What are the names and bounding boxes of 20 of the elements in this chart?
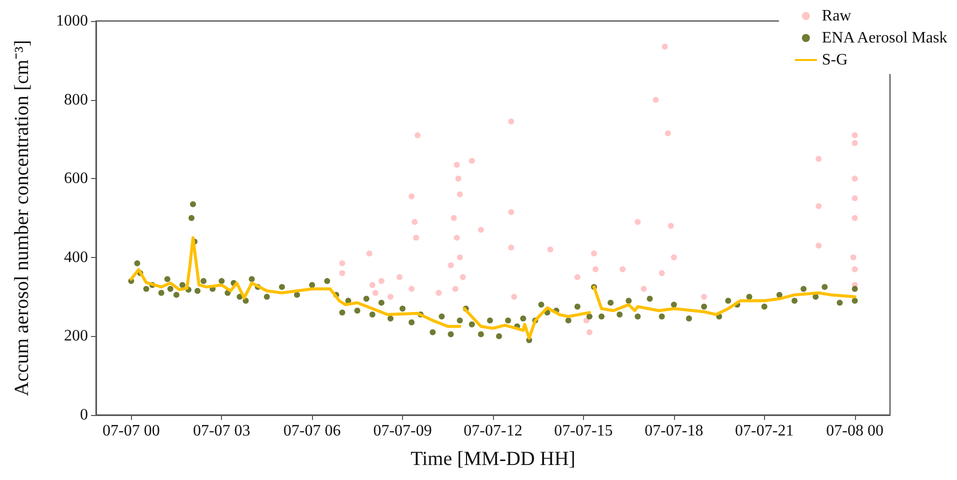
y-axis-title: Accum aerosol number concentration [cm⁻³]: [11, 40, 33, 396]
legend-label: S-G: [822, 52, 848, 68]
y-tick-label: 400: [64, 248, 88, 266]
y-tick-label: 600: [64, 170, 88, 188]
legend-label: ENA Aerosol Mask: [822, 30, 948, 46]
x-tick-label: 07-08 00: [826, 422, 884, 440]
legend-label: Raw: [822, 8, 852, 24]
x-tick-label: 07-07-18: [644, 422, 704, 440]
x-tick-label: 07-07-21: [735, 422, 794, 440]
y-tick-label: 1000: [56, 12, 88, 30]
y-tick-label: 0: [80, 406, 88, 424]
x-tick-label: 07-07-09: [373, 422, 432, 440]
x-tick-label: 07-07-15: [554, 422, 613, 440]
y-tick-label: 200: [64, 328, 88, 345]
x-axis-title: Time [MM-DD HH]: [410, 448, 576, 470]
x-tick-label: 07-07-12: [464, 422, 522, 440]
y-tick-label: 800: [64, 91, 88, 108]
x-tick-label: 07-07 00: [102, 422, 160, 440]
x-tick-label: 07-07 06: [283, 422, 341, 440]
x-tick-label: 07-07 03: [192, 422, 250, 440]
